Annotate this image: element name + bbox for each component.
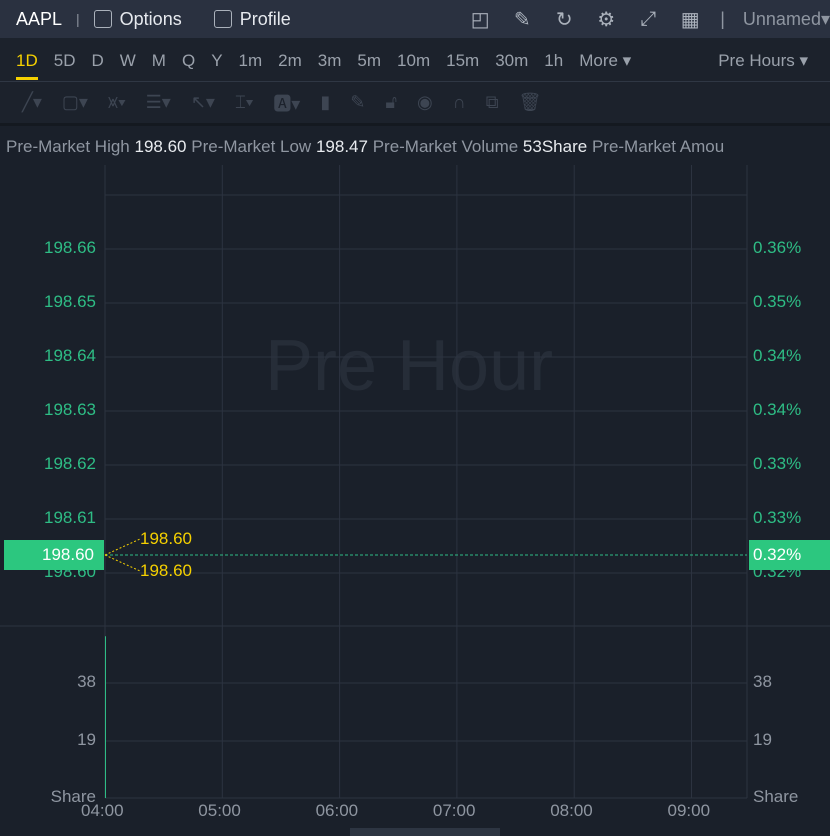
pct-tick-label: 0.34% — [753, 400, 802, 419]
low-marker-line — [104, 554, 141, 572]
timeframe-2m[interactable]: 2m — [278, 50, 302, 70]
price-tick-label: 198.66 — [44, 238, 96, 257]
x-tick-label: 04:00 — [81, 801, 124, 820]
volume-unit-label: Share — [50, 787, 96, 806]
options-button[interactable]: Options — [93, 8, 182, 30]
watermark: Pre Hour — [265, 326, 554, 406]
pct-tick-label: 0.34% — [753, 346, 802, 365]
volume-tick-label: 19 — [753, 730, 772, 749]
x-tick-label: 08:00 — [550, 801, 593, 820]
price-tick-label: 198.63 — [44, 400, 96, 419]
premarket-info: Pre-Market High 198.60 Pre-Market Low 19… — [0, 129, 830, 165]
symbol: AAPL — [16, 8, 63, 29]
top-header: AAPL | Options Profile ◰ ✎ ↻ ⚙ ⤢ ▦ | Unn… — [0, 0, 830, 38]
amount-label: Pre-Market Amou — [591, 137, 725, 156]
price-tick-label: 198.65 — [44, 292, 96, 311]
pct-tick-label: 0.33% — [753, 454, 802, 473]
price-tick-label: 198.61 — [44, 508, 96, 527]
volume-tick-label: 38 — [753, 672, 772, 691]
timeframe-w[interactable]: W — [119, 50, 136, 70]
timeframe-1d[interactable]: 1D — [16, 38, 38, 82]
low-marker-label: 198.60 — [140, 561, 192, 580]
timeframe-bar: 1D 5D D W M Q Y 1m 2m 3m 5m 10m 15m 30m 1h More ▾ Pre Ho… — [0, 38, 830, 82]
pen-icon[interactable]: ✎ — [350, 92, 366, 112]
options-icon — [93, 10, 112, 28]
timeframe-10m[interactable]: 10m — [397, 50, 431, 70]
current-price-tag: 198.60 — [4, 540, 104, 570]
timeframe-m[interactable]: M — [151, 50, 166, 70]
volume-value: 53Share — [522, 137, 588, 156]
x-tick-label: 06:00 — [315, 801, 359, 820]
high-value: 198.60 — [134, 137, 187, 156]
lock-icon[interactable]: 🔓︎ — [385, 92, 398, 112]
volume-unit-label: Share — [753, 787, 799, 806]
gear-icon[interactable]: ⚙ — [597, 8, 616, 31]
grid-icon[interactable]: ▦ — [680, 8, 700, 31]
high-label: Pre-Market High — [6, 137, 130, 156]
volume-label: Pre-Market Volume — [372, 137, 519, 156]
high-marker-label: 198.60 — [140, 529, 192, 548]
timeframe-q[interactable]: Q — [181, 50, 196, 70]
edit-icon[interactable]: ✎ — [513, 8, 531, 31]
chart-icon[interactable]: ◰ — [470, 8, 490, 31]
drawing-toolbar: ╱▾ ▢▾ ⩙▾ ☰▾ ↖▾ ⌶▾ 🅰▾ ▮ ✎ 🔓︎ ◉ ∩ ⧉ 🗑︎ — [0, 82, 830, 126]
chart-grid — [0, 165, 830, 799]
timeframe-y[interactable]: Y — [211, 50, 223, 70]
volume-tick-label: 38 — [77, 672, 96, 691]
layers-icon[interactable]: ⧉ — [485, 92, 499, 112]
pct-tick-label: 0.33% — [753, 508, 802, 527]
volume-tick-label: 19 — [77, 730, 96, 749]
magnet-icon[interactable]: ∩ — [452, 92, 466, 112]
session-dropdown[interactable]: Pre Hours ▾ — [718, 50, 808, 70]
pct-tick-label: 0.35% — [753, 292, 802, 311]
line-tool-icon[interactable]: ╱▾ — [22, 92, 42, 112]
timeframe-1h[interactable]: 1h — [544, 50, 564, 70]
x-tick-label: 09:00 — [667, 801, 711, 820]
options-label: Options — [119, 8, 182, 29]
pct-tick-label: 0.36% — [753, 238, 802, 257]
timeframe-1m[interactable]: 1m — [238, 50, 263, 70]
pattern-tool-icon[interactable]: ⩙▾ — [107, 92, 126, 112]
profile-icon — [213, 10, 232, 28]
divider: | — [76, 11, 80, 27]
timeframe-5d[interactable]: 5D — [53, 50, 76, 70]
timeframe-3m[interactable]: 3m — [317, 50, 342, 70]
panel-resize-handle[interactable] — [350, 828, 500, 836]
candle-tool-icon[interactable]: ▮ — [320, 92, 331, 112]
price-tick-label: 198.62 — [44, 454, 96, 473]
trash-icon[interactable]: 🗑︎ — [518, 92, 542, 112]
profile-label: Profile — [239, 8, 291, 29]
arrow-tool-icon[interactable]: ↖▾ — [190, 92, 215, 112]
eye-icon[interactable]: ◉ — [417, 92, 433, 112]
timeframe-30m[interactable]: 30m — [495, 50, 529, 70]
rectangle-tool-icon[interactable]: ▢▾ — [61, 92, 88, 112]
layout-dropdown[interactable]: Unnamed▾ — [742, 8, 830, 29]
price-chart[interactable]: Pre Hour 04:00 05:00 06:00 07:00 08:00 09:00 1… — [0, 165, 830, 836]
measure-tool-icon[interactable]: ⌶▾ — [234, 92, 254, 112]
refresh-icon[interactable]: ↻ — [555, 8, 573, 31]
low-label: Pre-Market Low — [191, 137, 312, 156]
fib-tool-icon[interactable]: ☰▾ — [145, 92, 171, 112]
price-tick-label: 198.64 — [44, 346, 96, 365]
high-marker-line — [104, 538, 141, 556]
divider: | — [720, 8, 725, 29]
text-tool-icon[interactable]: 🅰▾ — [273, 93, 301, 114]
x-tick-label: 07:00 — [432, 801, 476, 820]
timeframe-5m[interactable]: 5m — [357, 50, 382, 70]
timeframe-more[interactable]: More ▾ — [579, 50, 632, 70]
timeframe-d[interactable]: D — [91, 50, 104, 70]
timeframe-15m[interactable]: 15m — [446, 50, 480, 70]
fullscreen-icon[interactable]: ⤢ — [640, 7, 657, 30]
current-pct-tag: 0.32% — [749, 540, 830, 570]
x-tick-label: 05:00 — [198, 801, 241, 820]
low-value: 198.47 — [315, 137, 368, 156]
profile-button[interactable]: Profile — [213, 8, 291, 30]
